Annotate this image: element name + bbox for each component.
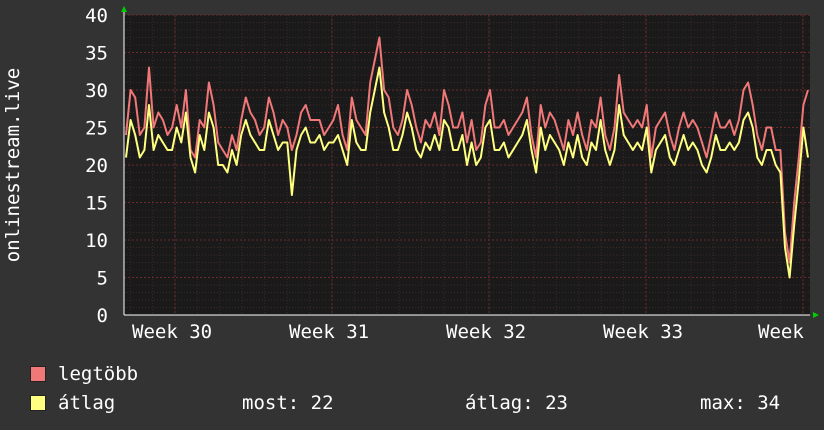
x-axis-arrow (813, 312, 819, 318)
x-tick-label: Week 30 (132, 321, 212, 343)
x-tick-label: Week 32 (446, 321, 526, 343)
y-tick-label: 20 (85, 155, 108, 177)
legend-label-avg: átlag (58, 392, 116, 414)
series-line-max (125, 36, 809, 264)
stat-now: most: 22 (242, 392, 334, 414)
x-tick-label: Week 33 (603, 321, 683, 343)
y-tick-label: 5 (97, 268, 108, 290)
series-line-avg (125, 66, 809, 279)
legend-row-avg: átlag most: 22 átlag: 23 max: 34 (30, 392, 820, 414)
y-tick-label: 35 (85, 43, 108, 65)
y-tick-label: 10 (85, 230, 108, 252)
legend-swatch-avg (30, 395, 46, 411)
y-axis-arrow (121, 6, 127, 12)
legend-swatch-max (30, 366, 46, 382)
axes (121, 6, 819, 318)
stat-max: max: 34 (700, 392, 781, 414)
chart-area: 0 5 10 15 20 25 30 35 40 Week 30 Week 31 Week 32 Wee… (2, 5, 819, 343)
y-tick-label: 30 (85, 80, 108, 102)
legend-label-max: legtöbb (58, 363, 139, 385)
y-tick-label: 25 (85, 118, 108, 140)
stat-average: átlag: 23 (465, 392, 568, 414)
legend-row-max: legtöbb (30, 363, 820, 385)
y-tick-label: 0 (97, 305, 108, 327)
x-tick-label: Week (758, 321, 804, 343)
tick-labels: 0 5 10 15 20 25 30 35 40 Week 30 Week 31 Week 32 Wee… (85, 5, 804, 343)
y-axis-label: onlinestream.live (2, 68, 24, 262)
x-tick-label: Week 31 (289, 321, 369, 343)
y-tick-label: 15 (85, 193, 108, 215)
series-lines (125, 36, 809, 279)
y-tick-label: 40 (85, 5, 108, 27)
